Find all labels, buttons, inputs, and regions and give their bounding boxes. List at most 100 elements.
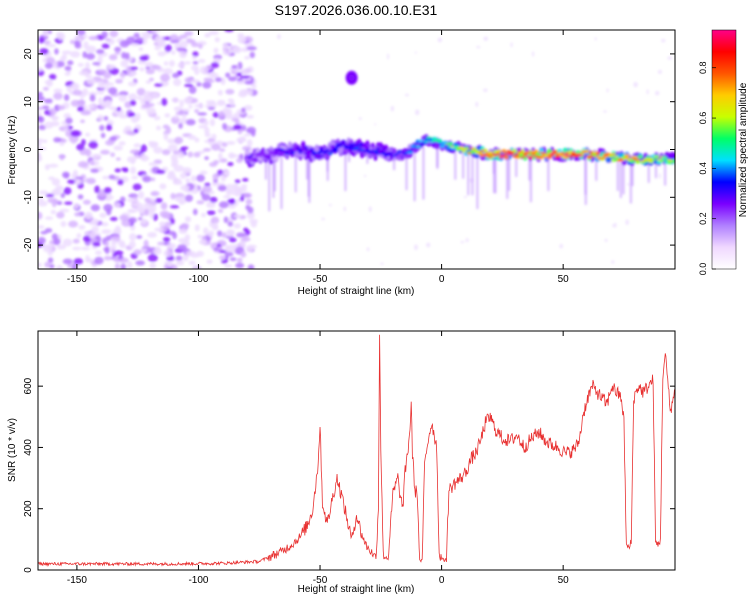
noise-speck (166, 266, 173, 269)
noise-speck (70, 51, 81, 58)
noise-speck (136, 96, 143, 101)
noise-speck (43, 98, 53, 104)
noise-speck (92, 61, 101, 66)
spectrogram-ytick-label: 20 (23, 48, 34, 60)
noise-speck (185, 119, 196, 126)
noise-speck (211, 143, 221, 151)
ridge-cell (415, 146, 421, 148)
ridge-cell (495, 152, 502, 155)
noise-speck (141, 248, 147, 253)
noise-speck (38, 37, 45, 44)
spectrogram-xtick-label: 0 (439, 274, 445, 285)
noise-speck (39, 48, 49, 55)
ridge-cell (562, 154, 568, 157)
noise-speck (38, 111, 42, 117)
noise-speck (127, 81, 137, 87)
noise-speck (86, 78, 97, 85)
noise-speck (38, 106, 44, 111)
noise-speck (414, 244, 418, 251)
snr-ytick-label: 200 (23, 500, 34, 517)
ridge-cell (402, 153, 408, 155)
colorbar-tick-label: 0.8 (698, 61, 708, 74)
ridge-cell (672, 154, 675, 161)
ridge-cell (279, 148, 285, 152)
noise-speck (41, 105, 50, 110)
noise-speck (240, 75, 250, 79)
noise-speck (217, 185, 227, 192)
ridge-cell (629, 156, 635, 159)
noise-speck (173, 106, 183, 112)
ridge-cell (501, 154, 507, 157)
noise-speck (105, 100, 113, 107)
ridge-cell (594, 155, 601, 158)
noise-speck (179, 50, 187, 59)
ridge-cell (311, 151, 317, 154)
noise-speck (228, 154, 239, 158)
noise-speck (84, 211, 93, 220)
noise-speck (38, 225, 45, 229)
noise-speck (102, 175, 110, 180)
ridge-cell (653, 155, 659, 158)
noise-speck (667, 56, 673, 60)
noise-speck (217, 208, 224, 214)
noise-speck (100, 132, 106, 139)
noise-speck (236, 80, 245, 85)
noise-speck (108, 245, 117, 250)
ridge-cell (423, 140, 429, 143)
ridge-cell (530, 153, 536, 155)
noise-speck (192, 61, 199, 65)
noise-speck (44, 40, 51, 45)
ridge-cell (592, 151, 598, 154)
snr-ylabel: SNR (10 * v/v) (7, 418, 18, 482)
noise-speck (48, 73, 57, 80)
ridge-cell (287, 147, 293, 151)
noise-speck (181, 108, 190, 113)
noise-speck (241, 146, 252, 151)
noise-speck (437, 37, 443, 43)
noise-speck (202, 81, 212, 89)
ridge-cell (308, 148, 314, 152)
ridge-cell (527, 155, 534, 158)
noise-speck (233, 223, 241, 229)
noise-speck (180, 223, 190, 229)
noise-speck (182, 167, 192, 175)
noise-speck (175, 255, 183, 261)
ridge-cell (252, 157, 258, 163)
ridge-cell (640, 160, 646, 162)
noise-speck (175, 111, 184, 116)
noise-speck (50, 209, 57, 215)
ridge-streak (348, 150, 351, 163)
noise-speck (244, 80, 254, 85)
ridge-streak (272, 158, 275, 198)
noise-speck (85, 255, 90, 263)
ridge-cell (493, 154, 499, 157)
ridge-cell (303, 152, 309, 155)
noise-speck (73, 258, 84, 265)
noise-speck (62, 258, 73, 265)
noise-speck (42, 244, 52, 248)
noise-speck (73, 169, 78, 176)
noise-speck (78, 224, 86, 230)
noise-speck (163, 132, 169, 141)
noise-speck (133, 143, 142, 148)
ridge-cell (501, 149, 507, 153)
noise-speck (215, 77, 222, 83)
noise-speck (178, 122, 183, 129)
noise-speck (146, 107, 156, 116)
noise-speck (94, 185, 100, 194)
noise-speck (156, 169, 166, 175)
noise-speck (118, 91, 129, 96)
ridge-cell (634, 160, 641, 164)
noise-speck (109, 30, 119, 38)
noise-speck (66, 85, 72, 93)
ridge-cell (570, 151, 576, 154)
noise-speck (180, 146, 189, 150)
noise-speck (149, 262, 157, 269)
noise-speck (154, 227, 164, 232)
noise-speck (174, 136, 184, 144)
noise-speck (154, 83, 164, 87)
noise-speck (57, 32, 66, 41)
noise-speck (116, 107, 122, 112)
noise-speck (145, 66, 151, 70)
